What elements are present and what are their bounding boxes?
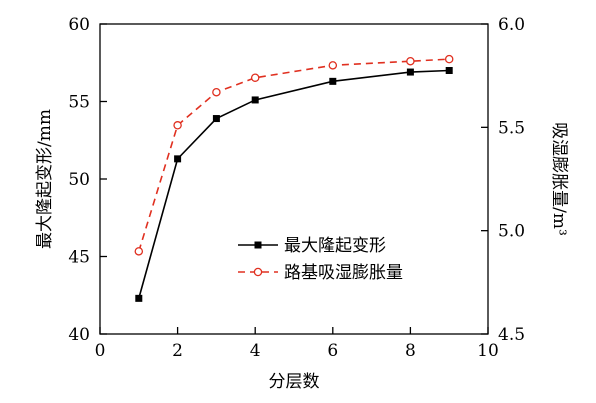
series-layer <box>134 54 454 302</box>
left-y-tick-label: 50 <box>68 170 90 190</box>
right-y-axis-title: 吸湿膨胀量/m³ <box>549 122 569 236</box>
x-tick-label: 4 <box>250 341 261 361</box>
series-line-2 <box>138 58 450 252</box>
x-tick-label: 6 <box>327 341 338 361</box>
series-1-point <box>329 77 337 85</box>
left-y-tick-label: 55 <box>68 93 90 113</box>
left-y-tick-label: 60 <box>68 15 90 35</box>
ticks: 0 2 4 6 8 10 40 45 50 55 60 4.5 5.0 5.5 6.0 <box>68 15 525 361</box>
left-y-tick-label: 40 <box>68 325 90 345</box>
legend-marker-1 <box>254 241 262 249</box>
x-tick-label: 10 <box>477 341 499 361</box>
right-y-tick-label: 5.5 <box>498 118 525 138</box>
series-1-point <box>406 68 414 76</box>
series-2-point <box>134 247 144 256</box>
series-1-point <box>445 67 453 74</box>
series-1-point <box>174 155 182 163</box>
series-2-point <box>173 121 182 130</box>
x-tick-label: 8 <box>405 341 416 361</box>
legend-marker-2 <box>253 267 263 277</box>
x-axis-title: 分层数 <box>269 372 320 392</box>
left-y-axis-title: 最大隆起变形/mm <box>35 109 55 249</box>
left-y-tick-label: 45 <box>68 248 90 268</box>
series-2-point <box>328 61 338 70</box>
legend-label-2: 路基吸湿膨胀量 <box>284 263 403 283</box>
series-1-point <box>251 96 259 104</box>
series-2-point <box>444 54 454 64</box>
series-1-point <box>212 115 220 123</box>
series-1-point <box>135 294 143 302</box>
right-y-tick-label: 6.0 <box>498 15 525 35</box>
right-y-tick-label: 5.0 <box>498 222 525 242</box>
series-2-point <box>250 73 260 82</box>
x-tick-label: 0 <box>95 341 106 361</box>
series-2-point <box>406 56 415 66</box>
x-tick-label: 2 <box>172 341 183 361</box>
right-y-tick-label: 4.5 <box>498 325 525 345</box>
legend-label-1: 最大隆起变形 <box>284 236 386 256</box>
series-2-point <box>212 87 221 97</box>
